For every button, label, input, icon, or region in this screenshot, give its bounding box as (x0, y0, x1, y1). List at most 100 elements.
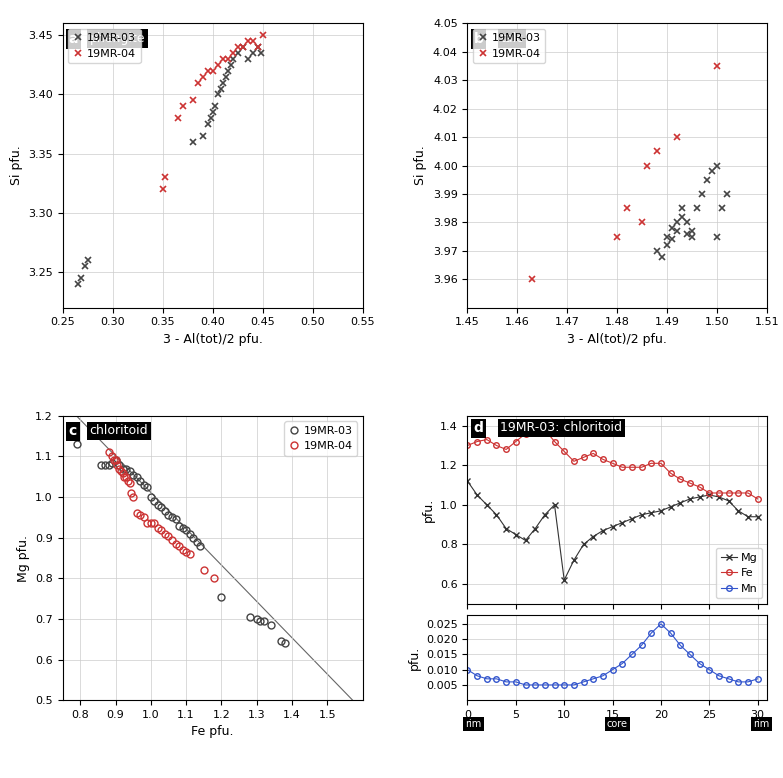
Mg (608, 522, 617, 531)
19MR-04 (248, 37, 258, 46)
19MR-03 (252, 615, 262, 624)
19MR-04 (118, 468, 128, 478)
19MR-03 (683, 218, 692, 227)
Mn (618, 659, 627, 668)
Mn (724, 675, 734, 684)
Mg (734, 506, 743, 516)
19MR-03 (150, 496, 159, 506)
Mg (666, 502, 675, 511)
19MR-03 (182, 525, 191, 534)
19MR-03 (128, 470, 138, 479)
Mg (618, 518, 627, 527)
Fe (666, 468, 675, 478)
Legend: 19MR-03, 19MR-04: 19MR-03, 19MR-04 (68, 29, 141, 63)
Mg (531, 524, 540, 533)
Mg (482, 500, 492, 510)
Fe (569, 457, 579, 466)
Mg (579, 540, 588, 549)
Mg (676, 498, 685, 507)
19MR-03 (276, 636, 286, 646)
Mg (627, 514, 637, 524)
Fe (724, 489, 734, 498)
Mn (501, 677, 511, 686)
Mg (685, 494, 695, 503)
19MR-04 (613, 232, 622, 241)
Mn (472, 671, 482, 681)
19MR-03 (238, 42, 247, 51)
19MR-03 (80, 261, 89, 271)
Fe (656, 459, 666, 468)
19MR-03 (687, 226, 697, 236)
19MR-03 (683, 230, 692, 239)
Mn (598, 671, 608, 681)
Text: c: c (69, 424, 77, 438)
19MR-04 (673, 132, 682, 142)
19MR-03 (226, 60, 235, 69)
19MR-04 (104, 447, 114, 457)
Legend: 19MR-03, 19MR-04: 19MR-03, 19MR-04 (284, 422, 357, 456)
19MR-03 (673, 226, 682, 236)
X-axis label: 3 - Al(tot)/2 pfu.: 3 - Al(tot)/2 pfu. (568, 333, 667, 346)
19MR-03 (76, 273, 85, 282)
19MR-04 (153, 523, 163, 532)
Text: b: b (474, 32, 483, 46)
19MR-04 (199, 566, 208, 575)
19MR-03 (104, 460, 114, 469)
19MR-04 (173, 114, 182, 123)
19MR-03 (107, 458, 117, 468)
19MR-03 (708, 166, 717, 176)
19MR-03 (259, 616, 269, 626)
Line: Mg: Mg (464, 478, 760, 583)
19MR-04 (107, 452, 117, 461)
Text: chloritoid: chloritoid (89, 424, 148, 437)
Mn (511, 677, 521, 686)
Line: Fe: Fe (464, 423, 760, 502)
Mn (482, 675, 492, 684)
19MR-04 (223, 54, 233, 64)
Fe (676, 475, 685, 484)
19MR-04 (143, 519, 152, 528)
19MR-03 (702, 175, 712, 184)
19MR-03 (153, 500, 163, 510)
19MR-04 (139, 513, 149, 522)
19MR-03 (216, 84, 226, 93)
Mg (637, 510, 646, 520)
Mn (589, 675, 598, 684)
19MR-04 (188, 96, 197, 105)
19MR-03 (713, 232, 722, 241)
19MR-04 (171, 539, 180, 548)
19MR-04 (243, 37, 252, 46)
19MR-04 (218, 54, 227, 64)
Fe (685, 478, 695, 488)
Mg (695, 492, 705, 502)
19MR-03 (146, 492, 156, 502)
Mn (627, 650, 637, 659)
Mn (637, 640, 646, 650)
Mg (521, 536, 530, 545)
Mn (569, 680, 579, 689)
19MR-04 (185, 549, 194, 559)
Line: 19MR-04: 19MR-04 (105, 449, 218, 582)
19MR-04 (198, 72, 207, 82)
19MR-03 (206, 114, 215, 123)
Text: rim: rim (465, 719, 482, 729)
19MR-04 (158, 184, 168, 194)
19MR-04 (132, 509, 142, 518)
19MR-04 (125, 478, 135, 488)
19MR-03 (233, 48, 242, 58)
Mn (666, 629, 675, 638)
Mg (492, 510, 501, 520)
19MR-03 (178, 523, 187, 532)
Legend: 19MR-03, 19MR-04: 19MR-03, 19MR-04 (473, 29, 546, 63)
Fe (637, 463, 646, 472)
19MR-03 (118, 464, 128, 473)
Text: core: core (607, 719, 628, 729)
19MR-04 (637, 218, 647, 227)
19MR-04 (182, 547, 191, 556)
19MR-03 (256, 48, 265, 58)
19MR-03 (662, 240, 672, 250)
19MR-03 (280, 639, 290, 648)
Mn (608, 665, 617, 675)
19MR-03 (83, 256, 92, 265)
Mn (647, 629, 656, 638)
